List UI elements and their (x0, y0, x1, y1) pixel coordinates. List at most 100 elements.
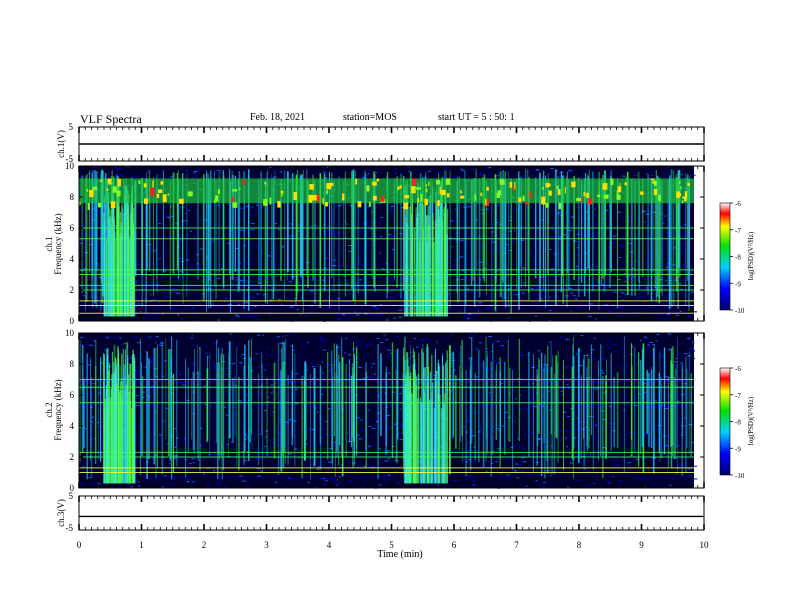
noise-cell (540, 209, 544, 211)
noise-cell (602, 453, 605, 455)
noise-cell (508, 220, 512, 221)
noise-cell (548, 248, 552, 250)
noise-cell (367, 445, 372, 447)
ch1-spectrogram (78, 166, 697, 322)
noise-cell (565, 338, 570, 340)
noise-cell (534, 365, 539, 367)
noise-cell (686, 469, 691, 471)
noise-cell (390, 277, 393, 279)
noise-cell (396, 203, 400, 205)
noise-cell (632, 267, 635, 269)
noise-cell (511, 274, 515, 276)
noise-cell (328, 363, 333, 365)
emission-peak (158, 189, 163, 193)
noise-cell (88, 172, 93, 174)
noise-cell (632, 276, 635, 278)
noise-cell (605, 174, 610, 176)
noise-cell (633, 175, 638, 176)
noise-cell (358, 294, 361, 296)
noise-cell (475, 282, 479, 284)
noise-cell (637, 297, 641, 299)
noise-cell (244, 434, 247, 436)
noise-cell (368, 425, 372, 427)
noise-cell (204, 442, 208, 444)
noise-cell (151, 479, 154, 481)
noise-cell (566, 431, 571, 433)
emission-peak (397, 186, 400, 190)
noise-cell (255, 435, 257, 437)
noise-cell (348, 441, 352, 442)
noise-cell (142, 261, 145, 263)
noise-cell (599, 307, 602, 309)
emission-peak (281, 193, 283, 197)
noise-cell (460, 278, 464, 280)
noise-cell (287, 297, 290, 299)
emission-peak (602, 183, 608, 190)
noise-cell (79, 427, 81, 429)
noise-cell (190, 203, 193, 204)
noise-cell (399, 439, 404, 441)
noise-cell (536, 297, 539, 299)
noise-cell (312, 378, 315, 379)
noise-cell (190, 266, 194, 268)
noise-cell (379, 313, 381, 315)
noise-cell (379, 236, 383, 237)
noise-cell (408, 372, 412, 374)
noise-cell (665, 405, 667, 407)
noise-cell (136, 372, 138, 374)
noise-cell (204, 279, 206, 281)
noise-cell (418, 338, 422, 340)
noise-cell (495, 244, 500, 246)
emission-peak (368, 201, 371, 207)
noise-cell (388, 479, 391, 481)
noise-cell (635, 233, 639, 235)
noise-cell (79, 433, 84, 435)
noise-cell (150, 282, 154, 284)
noise-cell (652, 344, 655, 345)
noise-cell (79, 483, 83, 485)
noise-cell (385, 319, 389, 321)
noise-cell (435, 377, 440, 379)
noise-cell (306, 369, 309, 371)
colorbar-tick-label: -8 (735, 254, 741, 262)
noise-cell (517, 464, 522, 466)
noise-cell (160, 277, 164, 279)
noise-cell (514, 420, 516, 422)
noise-cell (416, 365, 418, 367)
noise-cell (522, 267, 526, 269)
noise-cell (487, 460, 490, 462)
noise-cell (203, 473, 205, 475)
noise-cell (361, 246, 364, 248)
noise-cell (551, 470, 553, 472)
noise-cell (191, 235, 195, 237)
emission-peak (497, 190, 502, 196)
noise-cell (166, 443, 168, 445)
noise-cell (397, 482, 399, 484)
noise-cell (501, 292, 504, 294)
noise-cell (278, 376, 282, 378)
noise-cell (281, 484, 283, 485)
noise-cell (646, 479, 648, 481)
noise-cell (255, 247, 259, 249)
noise-cell (386, 355, 391, 357)
noise-cell (605, 209, 609, 211)
noise-cell (537, 243, 541, 245)
noise-cell (337, 380, 340, 382)
emission-peak (447, 193, 450, 198)
noise-cell (576, 417, 579, 419)
noise-cell (387, 349, 391, 351)
emission-peak (425, 188, 428, 193)
noise-cell (574, 428, 579, 430)
noise-cell (612, 477, 615, 478)
noise-cell (325, 257, 328, 259)
noise-cell (551, 229, 556, 231)
ch1-ytick-bottom: -5 (66, 154, 74, 164)
noise-cell (538, 403, 542, 405)
noise-cell (343, 301, 348, 303)
noise-cell (323, 428, 328, 430)
noise-cell (628, 432, 631, 433)
noise-cell (233, 384, 237, 386)
noise-cell (656, 334, 660, 336)
noise-cell (450, 246, 453, 248)
